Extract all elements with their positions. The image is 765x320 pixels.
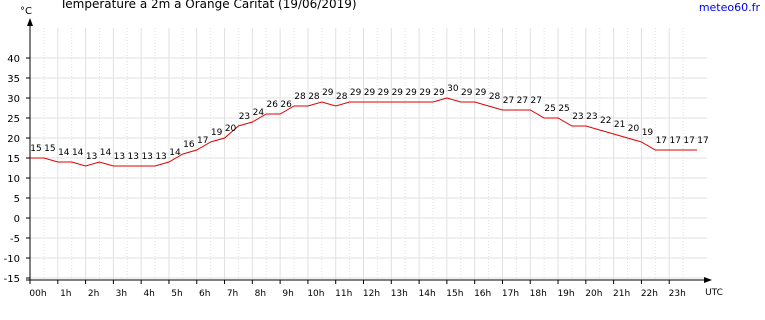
data-label: 29 — [378, 88, 390, 98]
data-label: 13 — [155, 152, 166, 162]
y-tick-label: -5 — [10, 234, 20, 245]
data-label: 22 — [600, 116, 611, 126]
data-label: 27 — [517, 96, 528, 106]
data-label: 17 — [669, 136, 680, 146]
x-tick-label: 8h — [255, 289, 266, 299]
x-tick-label: 21h — [613, 289, 630, 299]
y-tick-label: 5 — [14, 194, 20, 205]
x-tick-label: 20h — [585, 289, 602, 299]
source-link[interactable]: meteo60.fr — [699, 1, 761, 14]
x-tick-label: 3h — [116, 289, 127, 299]
x-tick-label: 11h — [335, 289, 352, 299]
data-label: 13 — [86, 152, 97, 162]
data-label: 29 — [405, 88, 417, 98]
x-tick-label: 00h — [29, 289, 46, 299]
data-label: 29 — [392, 88, 404, 98]
data-label: 25 — [544, 104, 555, 114]
x-axis-arrow — [704, 277, 712, 283]
x-tick-label: 18h — [530, 289, 547, 299]
data-label: 28 — [336, 92, 348, 102]
y-axis-arrow — [27, 18, 33, 26]
data-label: 19 — [211, 128, 223, 138]
x-tick-label: 15h — [446, 289, 463, 299]
x-tick-label: 19h — [557, 289, 574, 299]
data-label: 28 — [294, 92, 306, 102]
x-tick-label: 22h — [641, 289, 658, 299]
data-label: 29 — [475, 88, 487, 98]
data-label: 14 — [72, 148, 84, 158]
data-label: 30 — [447, 84, 459, 94]
x-tick-label: 17h — [502, 289, 519, 299]
data-label: 23 — [572, 112, 583, 122]
y-tick-label: 20 — [7, 134, 20, 145]
data-label: 13 — [141, 152, 152, 162]
x-tick-label: 9h — [282, 289, 293, 299]
y-tick-label: 15 — [7, 154, 20, 165]
y-tick-label: 35 — [7, 74, 20, 85]
data-label: 21 — [614, 120, 625, 130]
data-label: 14 — [58, 148, 70, 158]
x-tick-label: 16h — [474, 289, 491, 299]
data-label: 20 — [225, 124, 237, 134]
y-axis-label: °C — [20, 6, 32, 17]
x-tick-label: 23h — [669, 289, 686, 299]
data-label: 17 — [697, 136, 708, 146]
y-tick-label: 0 — [14, 214, 20, 225]
x-tick-label: 7h — [227, 289, 238, 299]
x-tick-label: 2h — [88, 289, 99, 299]
data-label: 29 — [419, 88, 431, 98]
y-tick-label: -10 — [4, 254, 20, 265]
data-label: 29 — [322, 88, 334, 98]
data-label: 29 — [433, 88, 445, 98]
data-label: 23 — [239, 112, 250, 122]
chart-title: Température à 2m à Orange Caritat (19/06… — [59, 0, 357, 11]
x-tick-label: 12h — [363, 289, 380, 299]
x-tick-label: 5h — [171, 289, 182, 299]
data-label: 15 — [30, 144, 41, 154]
data-label: 24 — [253, 108, 265, 118]
temperature-line — [30, 97, 697, 167]
data-label: 17 — [683, 136, 694, 146]
data-label: 28 — [308, 92, 320, 102]
data-label: 26 — [280, 100, 292, 110]
data-label: 29 — [461, 88, 473, 98]
data-label: 13 — [114, 152, 125, 162]
x-tick-label: 13h — [391, 289, 408, 299]
data-label: 16 — [183, 140, 195, 150]
data-label: 29 — [350, 88, 362, 98]
data-label: 23 — [586, 112, 597, 122]
y-tick-label: 25 — [7, 114, 20, 125]
data-label: 17 — [656, 136, 667, 146]
data-label: 15 — [44, 144, 55, 154]
data-label: 19 — [642, 128, 654, 138]
data-label: 14 — [169, 148, 181, 158]
x-tick-label: 4h — [143, 289, 154, 299]
data-label: 27 — [531, 96, 542, 106]
y-tick-label: 30 — [7, 94, 20, 105]
x-tick-label: 6h — [199, 289, 210, 299]
data-label: 17 — [197, 136, 208, 146]
y-tick-label: -15 — [4, 274, 20, 285]
data-label: 29 — [364, 88, 376, 98]
x-axis-label: UTC — [705, 288, 723, 298]
x-tick-label: 10h — [307, 289, 324, 299]
y-tick-label: 10 — [7, 174, 20, 185]
data-label: 20 — [628, 124, 640, 134]
data-label: 25 — [558, 104, 569, 114]
data-label: 13 — [128, 152, 139, 162]
data-label: 14 — [100, 148, 112, 158]
data-label: 26 — [267, 100, 279, 110]
x-tick-label: 14h — [419, 289, 436, 299]
y-tick-label: 40 — [7, 54, 20, 65]
x-tick-label: 1h — [60, 289, 71, 299]
data-label: 27 — [503, 96, 514, 106]
data-label: 28 — [489, 92, 501, 102]
